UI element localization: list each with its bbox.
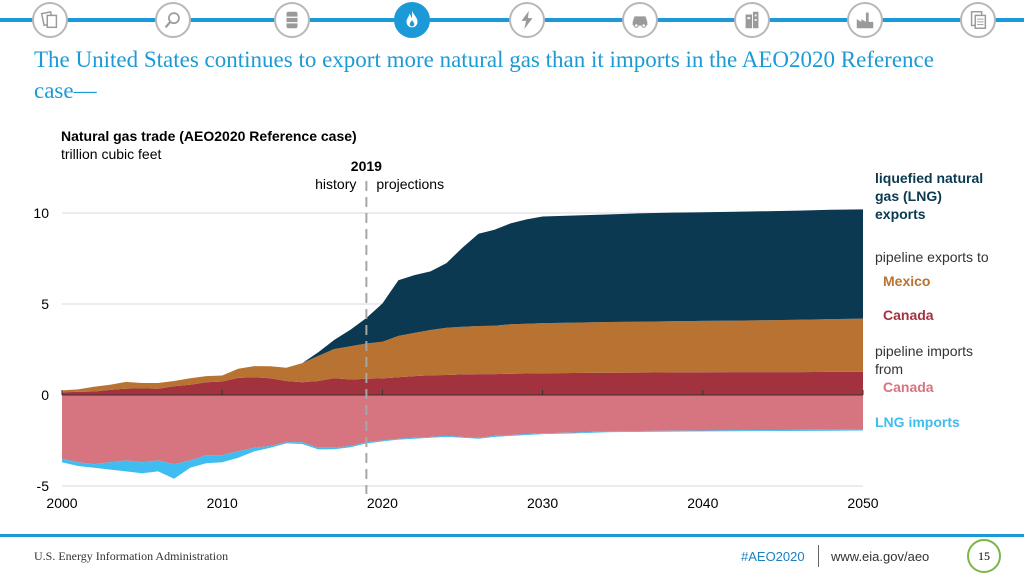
docs-icon[interactable]	[32, 2, 68, 38]
divider-year-label: 2019	[351, 158, 382, 174]
x-tick-label-2020: 2020	[367, 495, 398, 511]
projections-label: projections	[376, 176, 444, 192]
x-tick-label-2000: 2000	[46, 495, 77, 511]
x-tick-label-2040: 2040	[687, 495, 718, 511]
electricity-icon[interactable]	[509, 2, 545, 38]
footer-url[interactable]: www.eia.gov/aeo	[831, 549, 930, 564]
area-pipeline-imports-canada	[62, 395, 863, 465]
buildings-icon[interactable]	[734, 2, 770, 38]
footer-divider	[818, 545, 819, 567]
footer-hashtag[interactable]: #AEO2020	[741, 549, 805, 564]
industry-icon[interactable]	[847, 2, 883, 38]
oil-barrel-icon[interactable]	[274, 2, 310, 38]
flame-icon[interactable]	[394, 2, 430, 38]
area-pipeline-exports-mexico	[62, 318, 863, 393]
area-pipeline-exports-canada	[62, 371, 863, 395]
legend-lng-imports: LNG imports	[875, 414, 960, 430]
car-icon[interactable]	[622, 2, 658, 38]
history-label: history	[315, 176, 356, 192]
legend: liquefied natural gas (LNG) exports pipelin…	[875, 170, 989, 430]
footer-line	[0, 534, 1024, 537]
chart-unit-label: trillion cubic feet	[61, 146, 162, 162]
area-series	[62, 209, 863, 479]
y-tick-label--5: -5	[37, 478, 50, 494]
chart-title: Natural gas trade (AEO2020 Reference cas…	[61, 128, 357, 144]
area-lng-exports	[62, 209, 863, 391]
footer-source: U.S. Energy Information Administration	[34, 549, 229, 563]
y-tick-label-0: 0	[41, 387, 49, 403]
legend-lng-exports: liquefied natural gas (LNG) exports	[875, 170, 983, 222]
axes	[61, 181, 864, 494]
legend-pipeline-imports-heading: pipeline imports from	[875, 343, 973, 377]
page-number: 15	[967, 539, 1001, 573]
magnifier-icon[interactable]	[155, 2, 191, 38]
top-navigation	[0, 0, 1024, 44]
legend-canada-imports: Canada	[883, 379, 934, 395]
slide-title: The United States continues to export mo…	[34, 47, 934, 103]
x-tick-label-2030: 2030	[527, 495, 558, 511]
document-icon[interactable]	[960, 2, 996, 38]
x-tick-label-2050: 2050	[847, 495, 878, 511]
y-tick-label-5: 5	[41, 296, 49, 312]
legend-canada-exports: Canada	[883, 307, 934, 323]
x-tick-label-2010: 2010	[207, 495, 238, 511]
legend-mexico: Mexico	[883, 273, 930, 289]
y-tick-label-10: 10	[33, 205, 49, 221]
legend-pipeline-exports-heading: pipeline exports to	[875, 249, 989, 265]
